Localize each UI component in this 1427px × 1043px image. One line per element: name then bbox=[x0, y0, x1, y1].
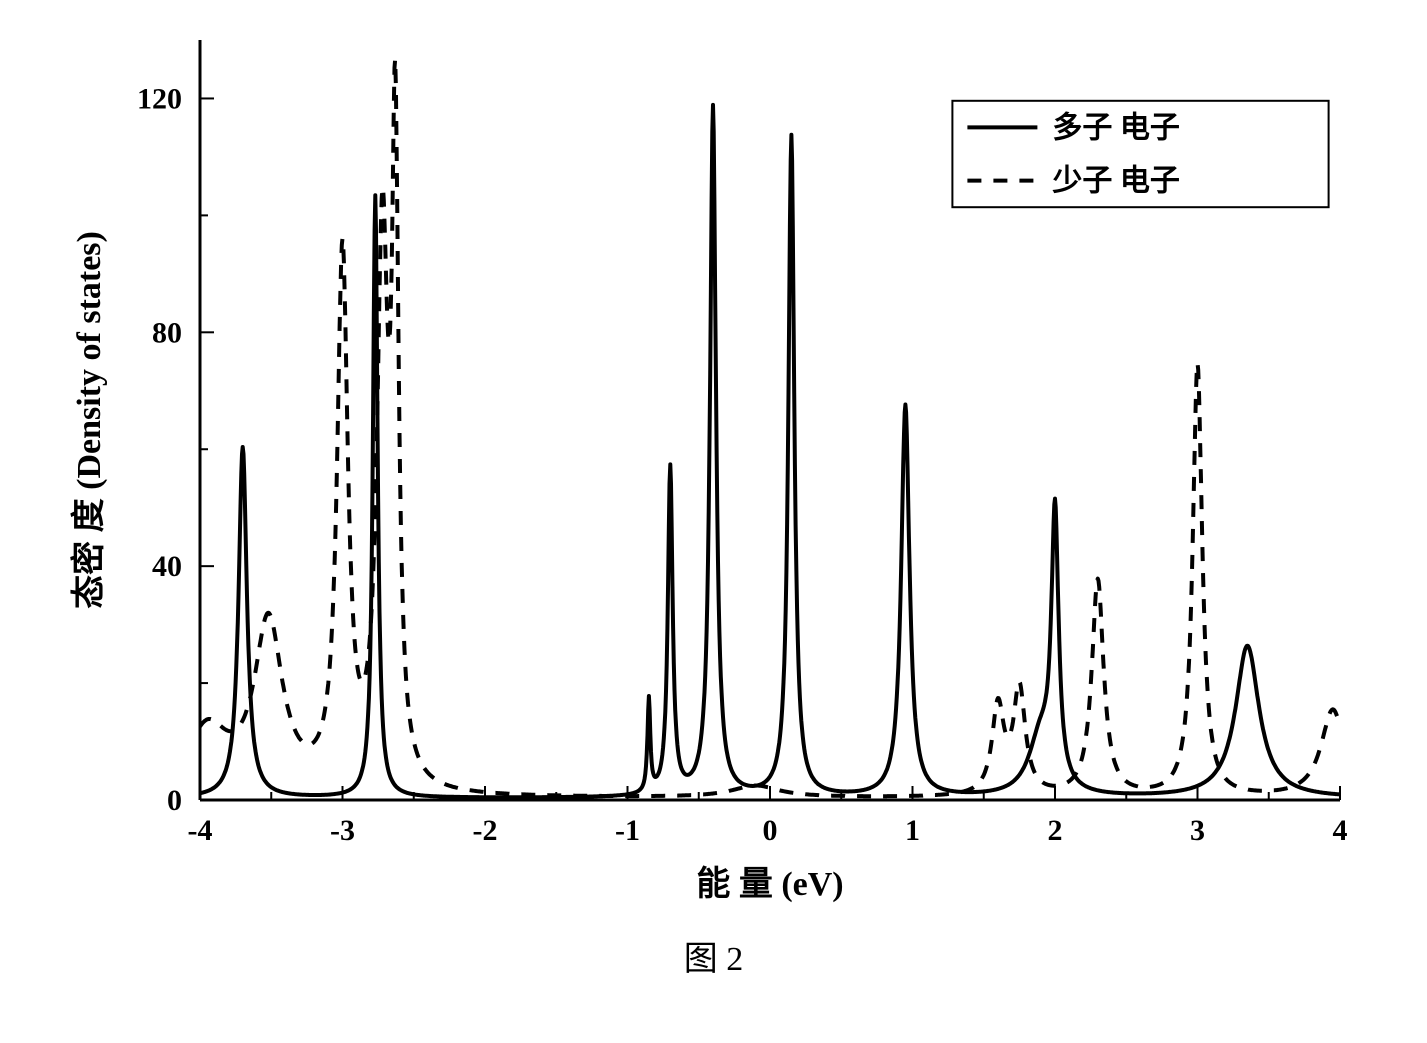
legend-label-minority: 少子 电子 bbox=[1052, 165, 1180, 198]
y-tick-label: 0 bbox=[167, 784, 182, 817]
y-tick-label: 40 bbox=[152, 550, 182, 583]
x-tick-label: 2 bbox=[1048, 814, 1063, 847]
y-tick-label: 120 bbox=[137, 82, 182, 115]
x-tick-label: -1 bbox=[615, 814, 640, 847]
y-tick-label: 80 bbox=[152, 316, 182, 349]
legend-label-majority: 多子 电子 bbox=[1052, 111, 1180, 144]
x-axis-label: 能 量 (eV) bbox=[696, 865, 843, 903]
x-tick-label: 4 bbox=[1333, 814, 1348, 847]
x-tick-label: 1 bbox=[905, 814, 920, 847]
x-tick-label: -4 bbox=[188, 814, 213, 847]
y-axis-label: 态密 度 (Density of states) bbox=[69, 231, 108, 609]
figure-caption: 图 2 bbox=[684, 941, 744, 978]
x-tick-label: -2 bbox=[473, 814, 498, 847]
x-tick-label: 3 bbox=[1190, 814, 1205, 847]
x-tick-label: 0 bbox=[763, 814, 778, 847]
x-tick-label: -3 bbox=[330, 814, 355, 847]
